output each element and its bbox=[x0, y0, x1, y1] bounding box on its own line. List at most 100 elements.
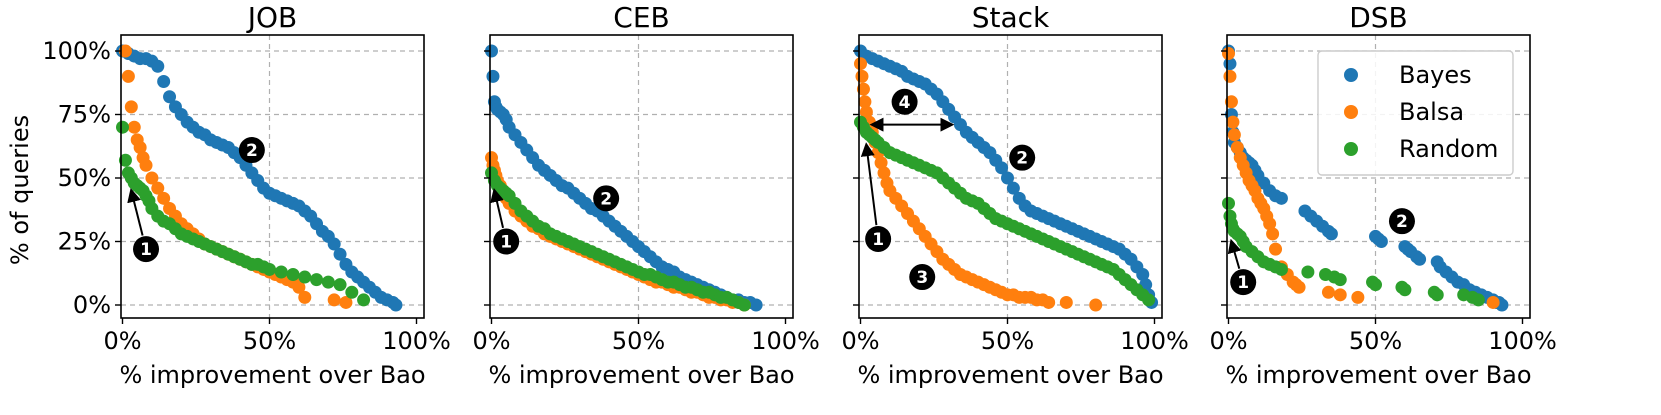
y-tick-label: 100% bbox=[42, 37, 111, 65]
x-axis-label: % improvement over Bao bbox=[1225, 361, 1531, 389]
point-random bbox=[1274, 262, 1288, 276]
axes-frame bbox=[858, 34, 1163, 319]
annotation-marker bbox=[493, 228, 520, 255]
annotation-label: 1 bbox=[500, 233, 512, 253]
y-tick-label: 0% bbox=[73, 291, 111, 319]
legend-swatch bbox=[1344, 142, 1358, 156]
point-random bbox=[274, 265, 288, 279]
x-axis-label: % improvement over Bao bbox=[119, 361, 425, 389]
point-random bbox=[310, 273, 324, 287]
series-balsa bbox=[854, 57, 1103, 312]
point-balsa bbox=[327, 293, 341, 307]
series-random bbox=[854, 115, 1156, 307]
annotation-marker bbox=[1009, 144, 1036, 171]
annotation-label: 2 bbox=[1016, 149, 1028, 169]
point-balsa bbox=[1266, 227, 1280, 241]
point-balsa bbox=[124, 100, 138, 114]
point-random bbox=[286, 268, 300, 282]
legend: Bayes Balsa Random bbox=[1317, 50, 1514, 176]
point-balsa bbox=[127, 120, 141, 134]
point-bayes bbox=[151, 59, 165, 73]
annotation-marker bbox=[1230, 269, 1257, 296]
annotation-marker bbox=[865, 225, 892, 252]
point-balsa bbox=[859, 105, 873, 119]
x-tick-label: 100% bbox=[382, 327, 451, 355]
point-balsa bbox=[1321, 285, 1335, 299]
series-random bbox=[485, 166, 751, 312]
series-random bbox=[1222, 196, 1485, 307]
legend-swatch bbox=[1344, 68, 1358, 82]
point-balsa bbox=[854, 57, 867, 71]
annotation-2: 2 bbox=[238, 137, 265, 164]
panel-2: 0% 50% 100% Stack % improvement over Bao 1 2 3 4 bbox=[841, 1, 1188, 389]
legend-label: Random bbox=[1399, 135, 1498, 163]
annotation-label: 1 bbox=[872, 230, 884, 250]
point-balsa bbox=[145, 171, 159, 185]
panel-title: CEB bbox=[613, 1, 669, 34]
point-balsa bbox=[1292, 280, 1306, 294]
x-axis-label: % improvement over Bao bbox=[857, 361, 1163, 389]
annotation-label: 2 bbox=[600, 189, 612, 209]
point-bayes bbox=[1274, 191, 1288, 205]
x-tick-label: 50% bbox=[1349, 327, 1402, 355]
point-random bbox=[118, 153, 132, 167]
point-balsa bbox=[1269, 242, 1283, 256]
point-bayes bbox=[389, 298, 403, 312]
legend-label: Bayes bbox=[1399, 61, 1472, 89]
series-bayes bbox=[854, 44, 1159, 309]
point-balsa bbox=[339, 295, 353, 309]
annotation-label: 2 bbox=[246, 141, 258, 161]
x-tick-label: 50% bbox=[612, 327, 665, 355]
x-axis-label: % improvement over Bao bbox=[488, 361, 794, 389]
x-tick-label: 0% bbox=[841, 327, 879, 355]
annotation-1: 1 bbox=[490, 187, 520, 255]
point-bayes bbox=[157, 74, 171, 88]
point-balsa bbox=[133, 141, 147, 155]
annotation-4: 4 bbox=[869, 88, 955, 132]
panel-title: JOB bbox=[246, 1, 298, 34]
point-balsa bbox=[1230, 141, 1244, 155]
point-bayes bbox=[1006, 181, 1020, 195]
point-bayes bbox=[163, 90, 177, 104]
point-random bbox=[1369, 278, 1382, 292]
annotation-arrow bbox=[127, 187, 144, 236]
annotation-arrow bbox=[1227, 238, 1242, 269]
point-bayes bbox=[1324, 227, 1338, 241]
panel-3: 0% 50% 100% DSB % improvement over Bao 1 2 Baye… bbox=[1209, 1, 1556, 389]
y-tick-label: 25% bbox=[58, 228, 111, 256]
annotation-arrow bbox=[860, 142, 878, 226]
point-balsa bbox=[157, 191, 171, 205]
point-bayes bbox=[1136, 268, 1150, 282]
axes-frame bbox=[489, 34, 794, 319]
point-bayes bbox=[1001, 171, 1014, 185]
annotation-marker bbox=[1388, 208, 1415, 235]
point-random bbox=[1430, 288, 1444, 302]
point-balsa bbox=[858, 95, 872, 109]
series-balsa bbox=[1222, 47, 1500, 309]
legend-swatch bbox=[1344, 105, 1358, 119]
annotation-label: 1 bbox=[140, 240, 152, 260]
annotation-label: 4 bbox=[899, 93, 911, 113]
series-balsa bbox=[118, 44, 353, 309]
annotation-marker bbox=[909, 264, 936, 291]
panels: 0% 25% 50% 75% 100% 0% 50% 100% JOB % improvement… bbox=[42, 1, 1556, 389]
point-random bbox=[1398, 283, 1412, 297]
point-bayes bbox=[327, 237, 341, 251]
annotation-1: 1 bbox=[1227, 238, 1257, 296]
x-tick-label: 0% bbox=[103, 327, 141, 355]
point-balsa bbox=[1042, 295, 1056, 309]
point-balsa bbox=[139, 158, 153, 172]
point-random bbox=[298, 270, 312, 284]
point-balsa bbox=[877, 166, 891, 180]
x-tick-label: 100% bbox=[751, 327, 820, 355]
point-balsa bbox=[1059, 295, 1073, 309]
point-bayes bbox=[485, 44, 498, 58]
annotation-3: 3 bbox=[909, 264, 936, 291]
legend-label: Balsa bbox=[1399, 98, 1464, 126]
point-random bbox=[357, 293, 371, 307]
legend-box bbox=[1317, 50, 1514, 176]
point-random bbox=[1471, 293, 1485, 307]
annotation-label: 3 bbox=[916, 268, 928, 288]
point-random bbox=[321, 275, 335, 289]
